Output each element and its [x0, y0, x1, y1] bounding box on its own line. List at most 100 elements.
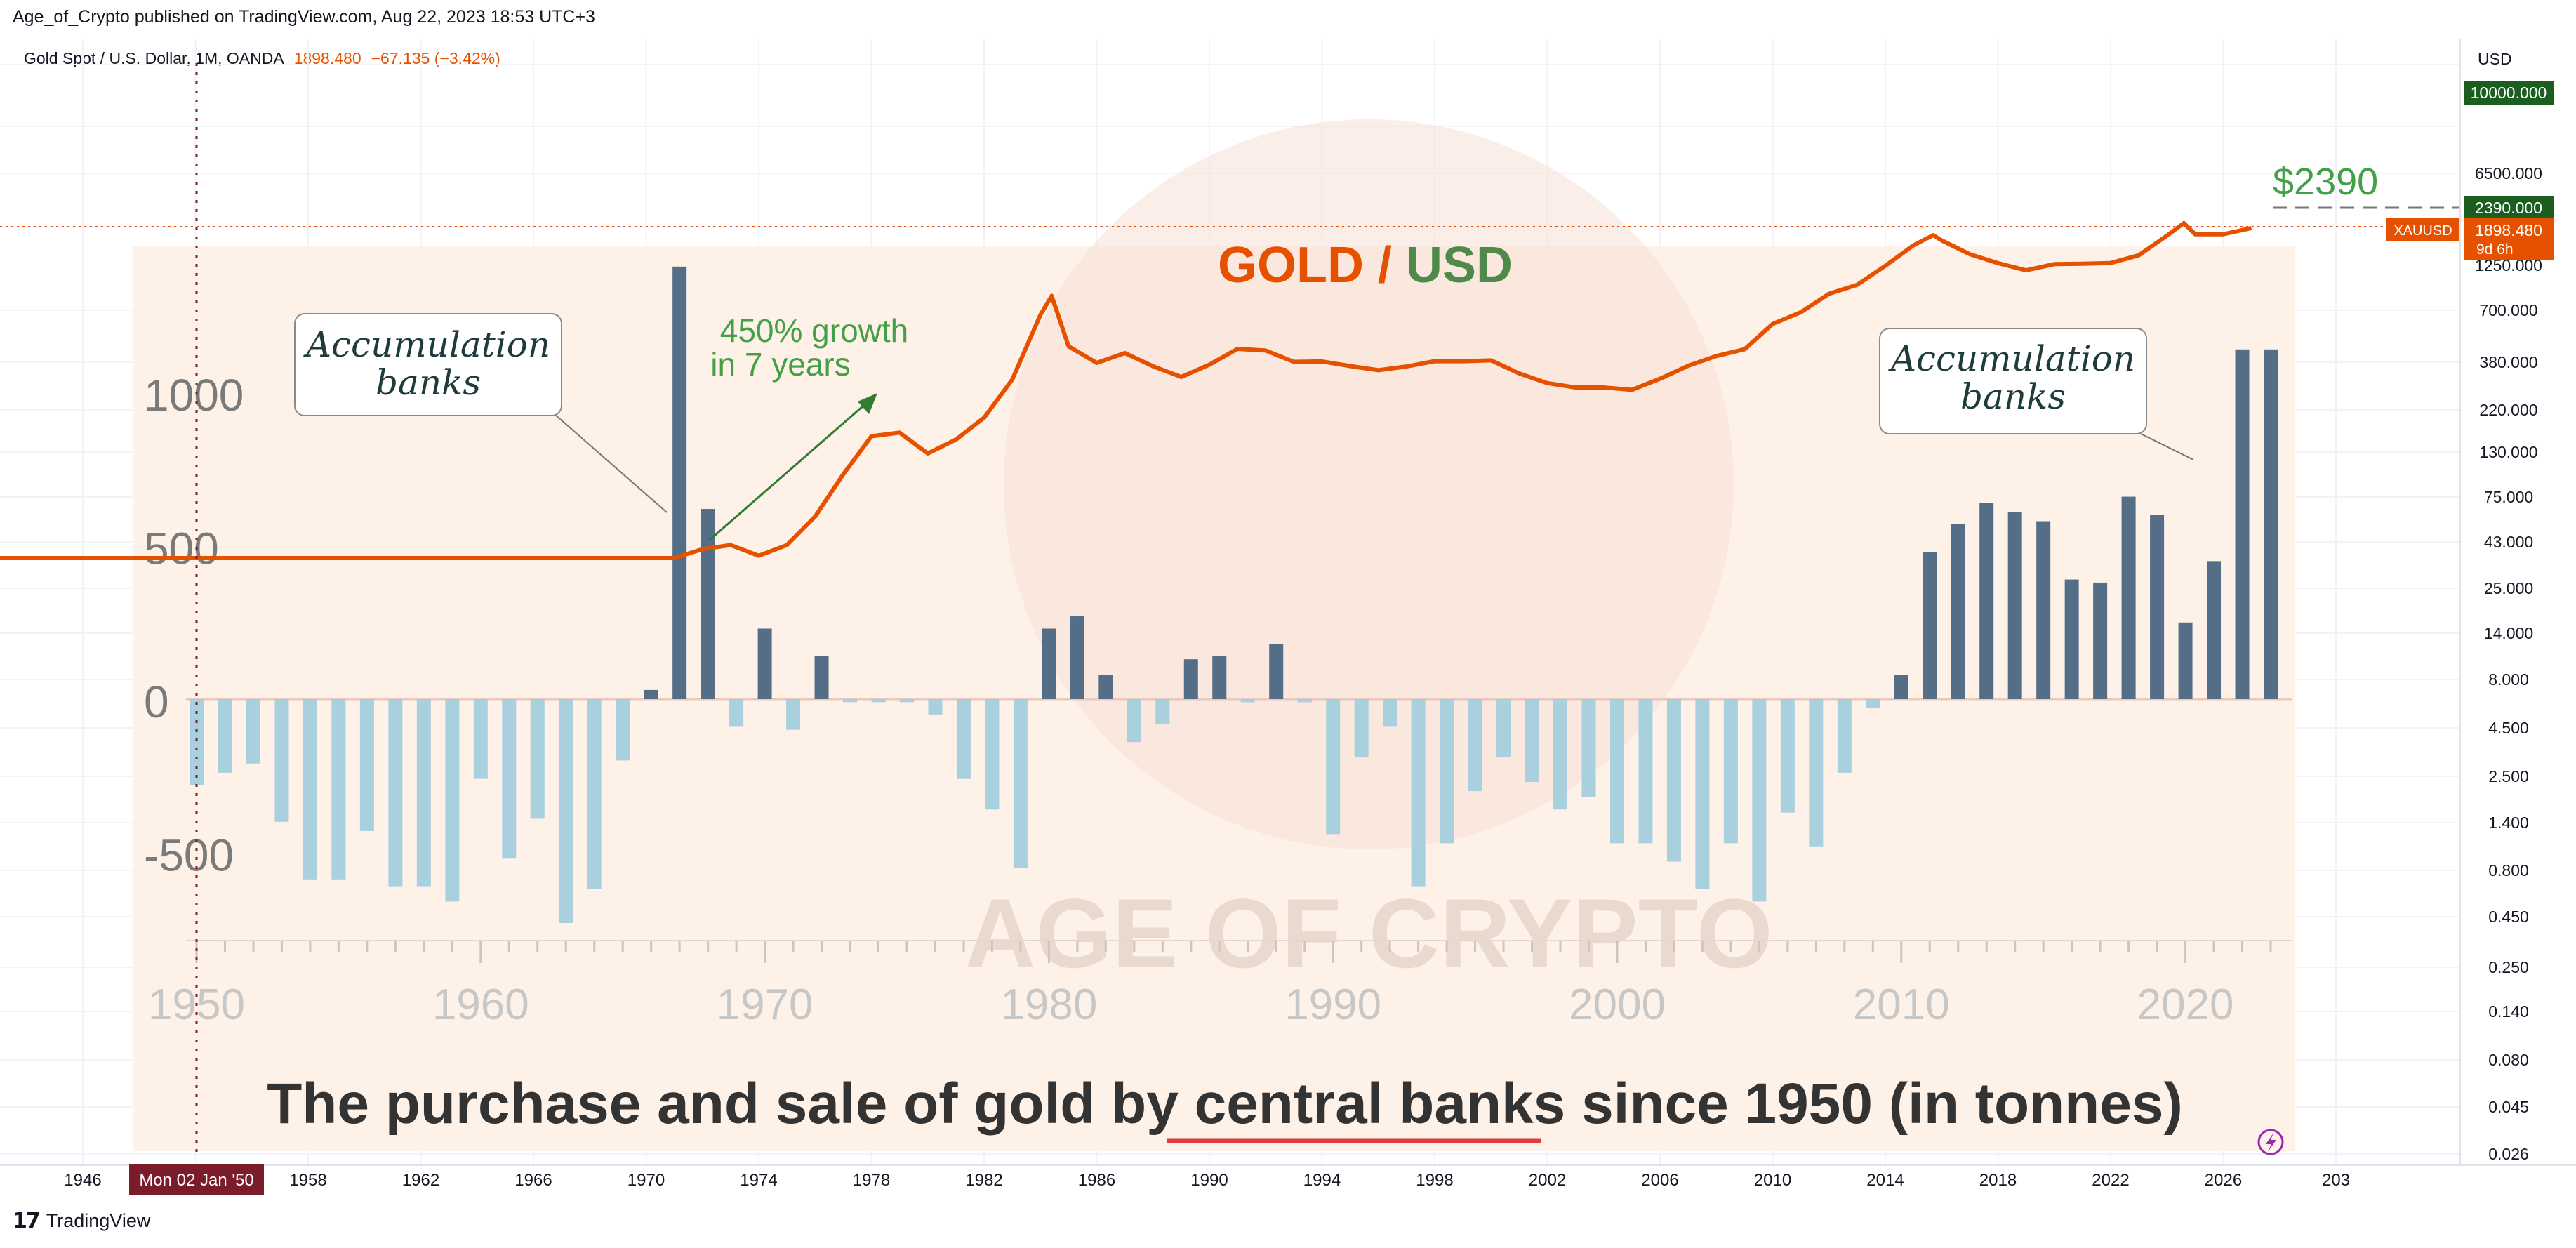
target-price-label[interactable]: $2390 — [2273, 161, 2378, 203]
price-tick-label: 380.000 — [2479, 353, 2537, 371]
price-tick-label: 1.400 — [2488, 814, 2529, 832]
callout-right-line2: banks — [1960, 376, 2066, 417]
bar — [644, 689, 658, 699]
bar — [1440, 699, 1454, 844]
tradingview-brand: TradingView — [46, 1210, 151, 1231]
price-tick-label: 2.500 — [2488, 767, 2529, 785]
bar — [2207, 561, 2222, 699]
bar — [1837, 699, 1852, 773]
time-axis[interactable]: 1946195419581962196619701974197819821986… — [64, 1171, 2350, 1190]
time-tick-label: 1994 — [1303, 1171, 1341, 1190]
bar — [2235, 349, 2250, 699]
price-scale[interactable]: 6500.0003750.0001250.000700.000380.00022… — [2475, 164, 2542, 1163]
bar — [1098, 675, 1113, 699]
time-tick-label: 1970 — [628, 1171, 665, 1190]
svg-text:9d 6h: 9d 6h — [2476, 241, 2514, 258]
bar — [1212, 656, 1227, 699]
bar — [303, 699, 317, 880]
tradingview-footer[interactable]: 17 TradingView — [13, 1209, 150, 1233]
inset-y-tick: 0 — [144, 677, 169, 727]
bar — [1525, 699, 1539, 782]
time-tick-label: 2006 — [1641, 1171, 1678, 1190]
inset-title-gold: GOLD — [1218, 237, 1364, 293]
caption-highlight: central banks — [1195, 1072, 1566, 1136]
caption-before: The purchase and sale of gold by — [267, 1072, 1194, 1136]
bar — [2150, 515, 2165, 699]
bar — [2264, 349, 2278, 699]
bar — [814, 656, 829, 699]
badge-top: 10000.000 — [2464, 81, 2554, 105]
bar — [1042, 628, 1056, 699]
bar — [2007, 512, 2022, 699]
time-tick-label: 1982 — [965, 1171, 1002, 1190]
inset-y-tick: 500 — [144, 524, 219, 574]
svg-text:XAUUSD: XAUUSD — [2394, 223, 2452, 239]
inset-title: GOLD / USD — [1218, 237, 1513, 293]
price-tick-label: 6500.000 — [2475, 164, 2542, 182]
inset-title-sep: / — [1364, 237, 1406, 293]
bar — [1894, 675, 1908, 699]
svg-text:Mon 02 Jan '50: Mon 02 Jan '50 — [139, 1171, 253, 1190]
bar — [843, 699, 858, 703]
price-tick-label: 0.800 — [2488, 861, 2529, 879]
bar — [274, 699, 289, 822]
bar — [2178, 622, 2193, 699]
bar — [1951, 524, 1965, 699]
price-tick-label: 0.080 — [2488, 1051, 2529, 1069]
bar — [729, 699, 744, 727]
lightning-icon[interactable] — [2257, 1129, 2284, 1155]
time-tick-label: 2014 — [1866, 1171, 1904, 1190]
inset-x-tick: 1970 — [717, 981, 814, 1029]
price-tick-label: 0.140 — [2488, 1002, 2529, 1021]
bar — [1809, 699, 1824, 847]
callout-right-line1: Accumulation — [1888, 338, 2135, 379]
svg-text:2390.000: 2390.000 — [2475, 199, 2542, 217]
time-tick-label: 2022 — [2092, 1171, 2129, 1190]
bar — [956, 699, 971, 779]
price-tick-label: 0.045 — [2488, 1098, 2529, 1116]
gold-price-line — [0, 220, 2252, 560]
price-tick-label: 8.000 — [2488, 670, 2529, 689]
bar — [1326, 699, 1341, 835]
bar — [899, 699, 914, 703]
bar — [2064, 579, 2079, 699]
bar — [190, 699, 204, 785]
bar — [1638, 699, 1653, 844]
bar — [1496, 699, 1511, 758]
badge-symbol[interactable]: XAUUSD — [2386, 218, 2459, 241]
price-tick-label: 43.000 — [2484, 533, 2533, 551]
time-tick-label: 2002 — [1529, 1171, 1566, 1190]
bar — [928, 699, 943, 715]
inset-x-tick: 1990 — [1284, 981, 1381, 1029]
bar — [1269, 644, 1284, 699]
bar — [359, 699, 374, 831]
bar — [1780, 699, 1795, 813]
callout-left-line1: Accumulation — [303, 324, 550, 365]
inset-x-tick: 1960 — [432, 981, 529, 1029]
svg-text:1898.480: 1898.480 — [2475, 221, 2542, 239]
price-tick-label: 0.250 — [2488, 958, 2529, 976]
callout-right[interactable]: Accumulation banks — [1879, 328, 2194, 460]
svg-text:10000.000: 10000.000 — [2471, 84, 2547, 102]
bar — [218, 699, 232, 773]
bar — [246, 699, 260, 764]
growth-arrow[interactable] — [708, 395, 875, 542]
inset-title-usd: USD — [1406, 237, 1513, 293]
time-tick-label: 1986 — [1078, 1171, 1115, 1190]
bar — [2036, 521, 2051, 699]
bar — [1240, 699, 1255, 703]
caption-after: since 1950 (in tonnes) — [1565, 1072, 2183, 1136]
inset-y-axis: 1000 500 0 -500 — [144, 370, 244, 881]
growth-label-line1[interactable]: 450% growth — [720, 312, 909, 349]
inset-x-tick: 2020 — [2137, 981, 2234, 1029]
callout-left-line2: banks — [376, 362, 481, 403]
bar — [616, 699, 630, 761]
price-scale-currency[interactable]: USD — [2478, 50, 2512, 68]
price-tick-label: 75.000 — [2484, 488, 2533, 506]
growth-label-line2[interactable]: in 7 years — [710, 346, 850, 383]
callout-left[interactable]: Accumulation banks — [294, 313, 668, 513]
inset-x-axis: 1950 1960 1970 1980 1990 2000 2010 2020 — [148, 940, 2292, 1029]
bar — [757, 628, 772, 699]
bar — [1723, 699, 1738, 844]
